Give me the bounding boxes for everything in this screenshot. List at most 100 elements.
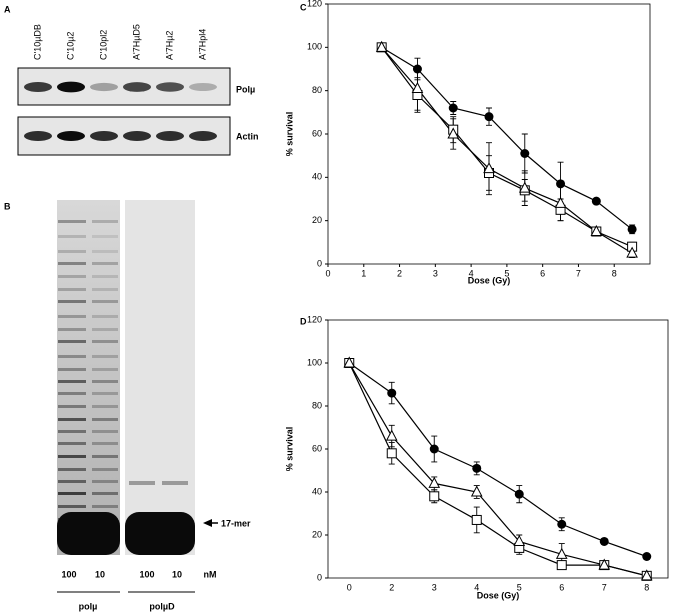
x-tick-label: 4 [469, 268, 474, 278]
band [58, 492, 86, 495]
y-tick-label: 20 [312, 529, 322, 539]
lane-label: C'10pl2 [98, 30, 108, 60]
band-label: Actin [236, 131, 259, 141]
band [92, 355, 118, 358]
series-line [381, 46, 633, 254]
band [92, 340, 118, 343]
band [156, 82, 184, 92]
band [58, 392, 86, 395]
y-tick-label: 40 [312, 486, 322, 496]
band [92, 455, 118, 458]
band [123, 131, 151, 141]
series-line [381, 46, 633, 230]
band [189, 131, 217, 141]
y-tick-label: 0 [317, 258, 322, 268]
y-tick-label: 80 [312, 85, 322, 95]
lane-label: A'7Hµ2 [164, 31, 174, 60]
marker [556, 179, 566, 189]
x-tick-label: 7 [602, 582, 607, 592]
marker [385, 429, 398, 441]
band [92, 315, 118, 318]
band [58, 455, 86, 458]
band [90, 131, 118, 141]
x-tick-label: 5 [504, 268, 509, 278]
band [58, 380, 86, 383]
band [92, 368, 118, 371]
band [58, 220, 86, 223]
band [92, 468, 118, 471]
y-tick-label: 40 [312, 172, 322, 182]
series-line [348, 362, 647, 558]
x-tick-label: 1 [361, 268, 366, 278]
marker [518, 181, 531, 193]
band [123, 82, 151, 92]
marker [557, 519, 567, 529]
band [162, 481, 188, 485]
band [92, 405, 118, 408]
concentration: 10 [172, 569, 182, 579]
marker [429, 444, 439, 454]
x-tick-label: 0 [325, 268, 330, 278]
band [58, 368, 86, 371]
marker [556, 560, 567, 571]
marker [640, 569, 653, 581]
band [58, 418, 86, 421]
band [92, 418, 118, 421]
marker [429, 491, 440, 502]
x-tick-label: 2 [397, 268, 402, 278]
concentration: 100 [139, 569, 154, 579]
band [92, 275, 118, 278]
series-line [381, 46, 633, 248]
gel-lane-block [57, 200, 120, 555]
y-tick-label: 0 [317, 572, 322, 582]
band [92, 392, 118, 395]
x-tick-label: 6 [559, 582, 564, 592]
x-tick-label: 0 [347, 582, 352, 592]
enzyme-label: polµD [149, 601, 175, 611]
lane-label: C'10µ2 [65, 32, 75, 60]
y-tick-label: 60 [312, 443, 322, 453]
marker-label: 17-mer [221, 518, 251, 528]
band [58, 405, 86, 408]
band [92, 430, 118, 433]
arrow [203, 519, 212, 527]
concentration: 10 [95, 569, 105, 579]
y-tick-label: 100 [307, 42, 322, 52]
marker [387, 388, 397, 398]
x-tick-label: 8 [644, 582, 649, 592]
band [24, 82, 52, 92]
band [92, 262, 118, 265]
lane-label: A'7HµD5 [131, 24, 141, 60]
band [92, 480, 118, 483]
band [156, 131, 184, 141]
band [57, 131, 85, 141]
x-axis-title: Dose (Gy) [468, 275, 511, 285]
x-tick-label: 5 [517, 582, 522, 592]
band [92, 288, 118, 291]
marker [513, 534, 526, 546]
band [58, 355, 86, 358]
enzyme-label: polµ [79, 601, 98, 611]
marker [554, 196, 567, 208]
band [57, 81, 85, 93]
y-axis-title: % survival [284, 112, 294, 157]
unit: nM [204, 569, 217, 579]
y-axis-title: % survival [284, 427, 294, 472]
band [58, 328, 86, 331]
band [92, 235, 118, 238]
marker [472, 463, 482, 473]
marker [590, 224, 603, 236]
marker [386, 448, 397, 459]
band [90, 82, 118, 92]
band [58, 442, 86, 445]
plot-frame [327, 319, 669, 579]
band [58, 250, 86, 253]
band [125, 512, 195, 555]
y-tick-label: 120 [307, 0, 322, 8]
band [92, 492, 118, 495]
lane-label: C'10µDB [32, 24, 42, 60]
plot-frame [327, 3, 651, 265]
lane-label: A'7Hpl4 [197, 29, 207, 60]
western-blot [17, 67, 231, 156]
concentration: 100 [61, 569, 76, 579]
